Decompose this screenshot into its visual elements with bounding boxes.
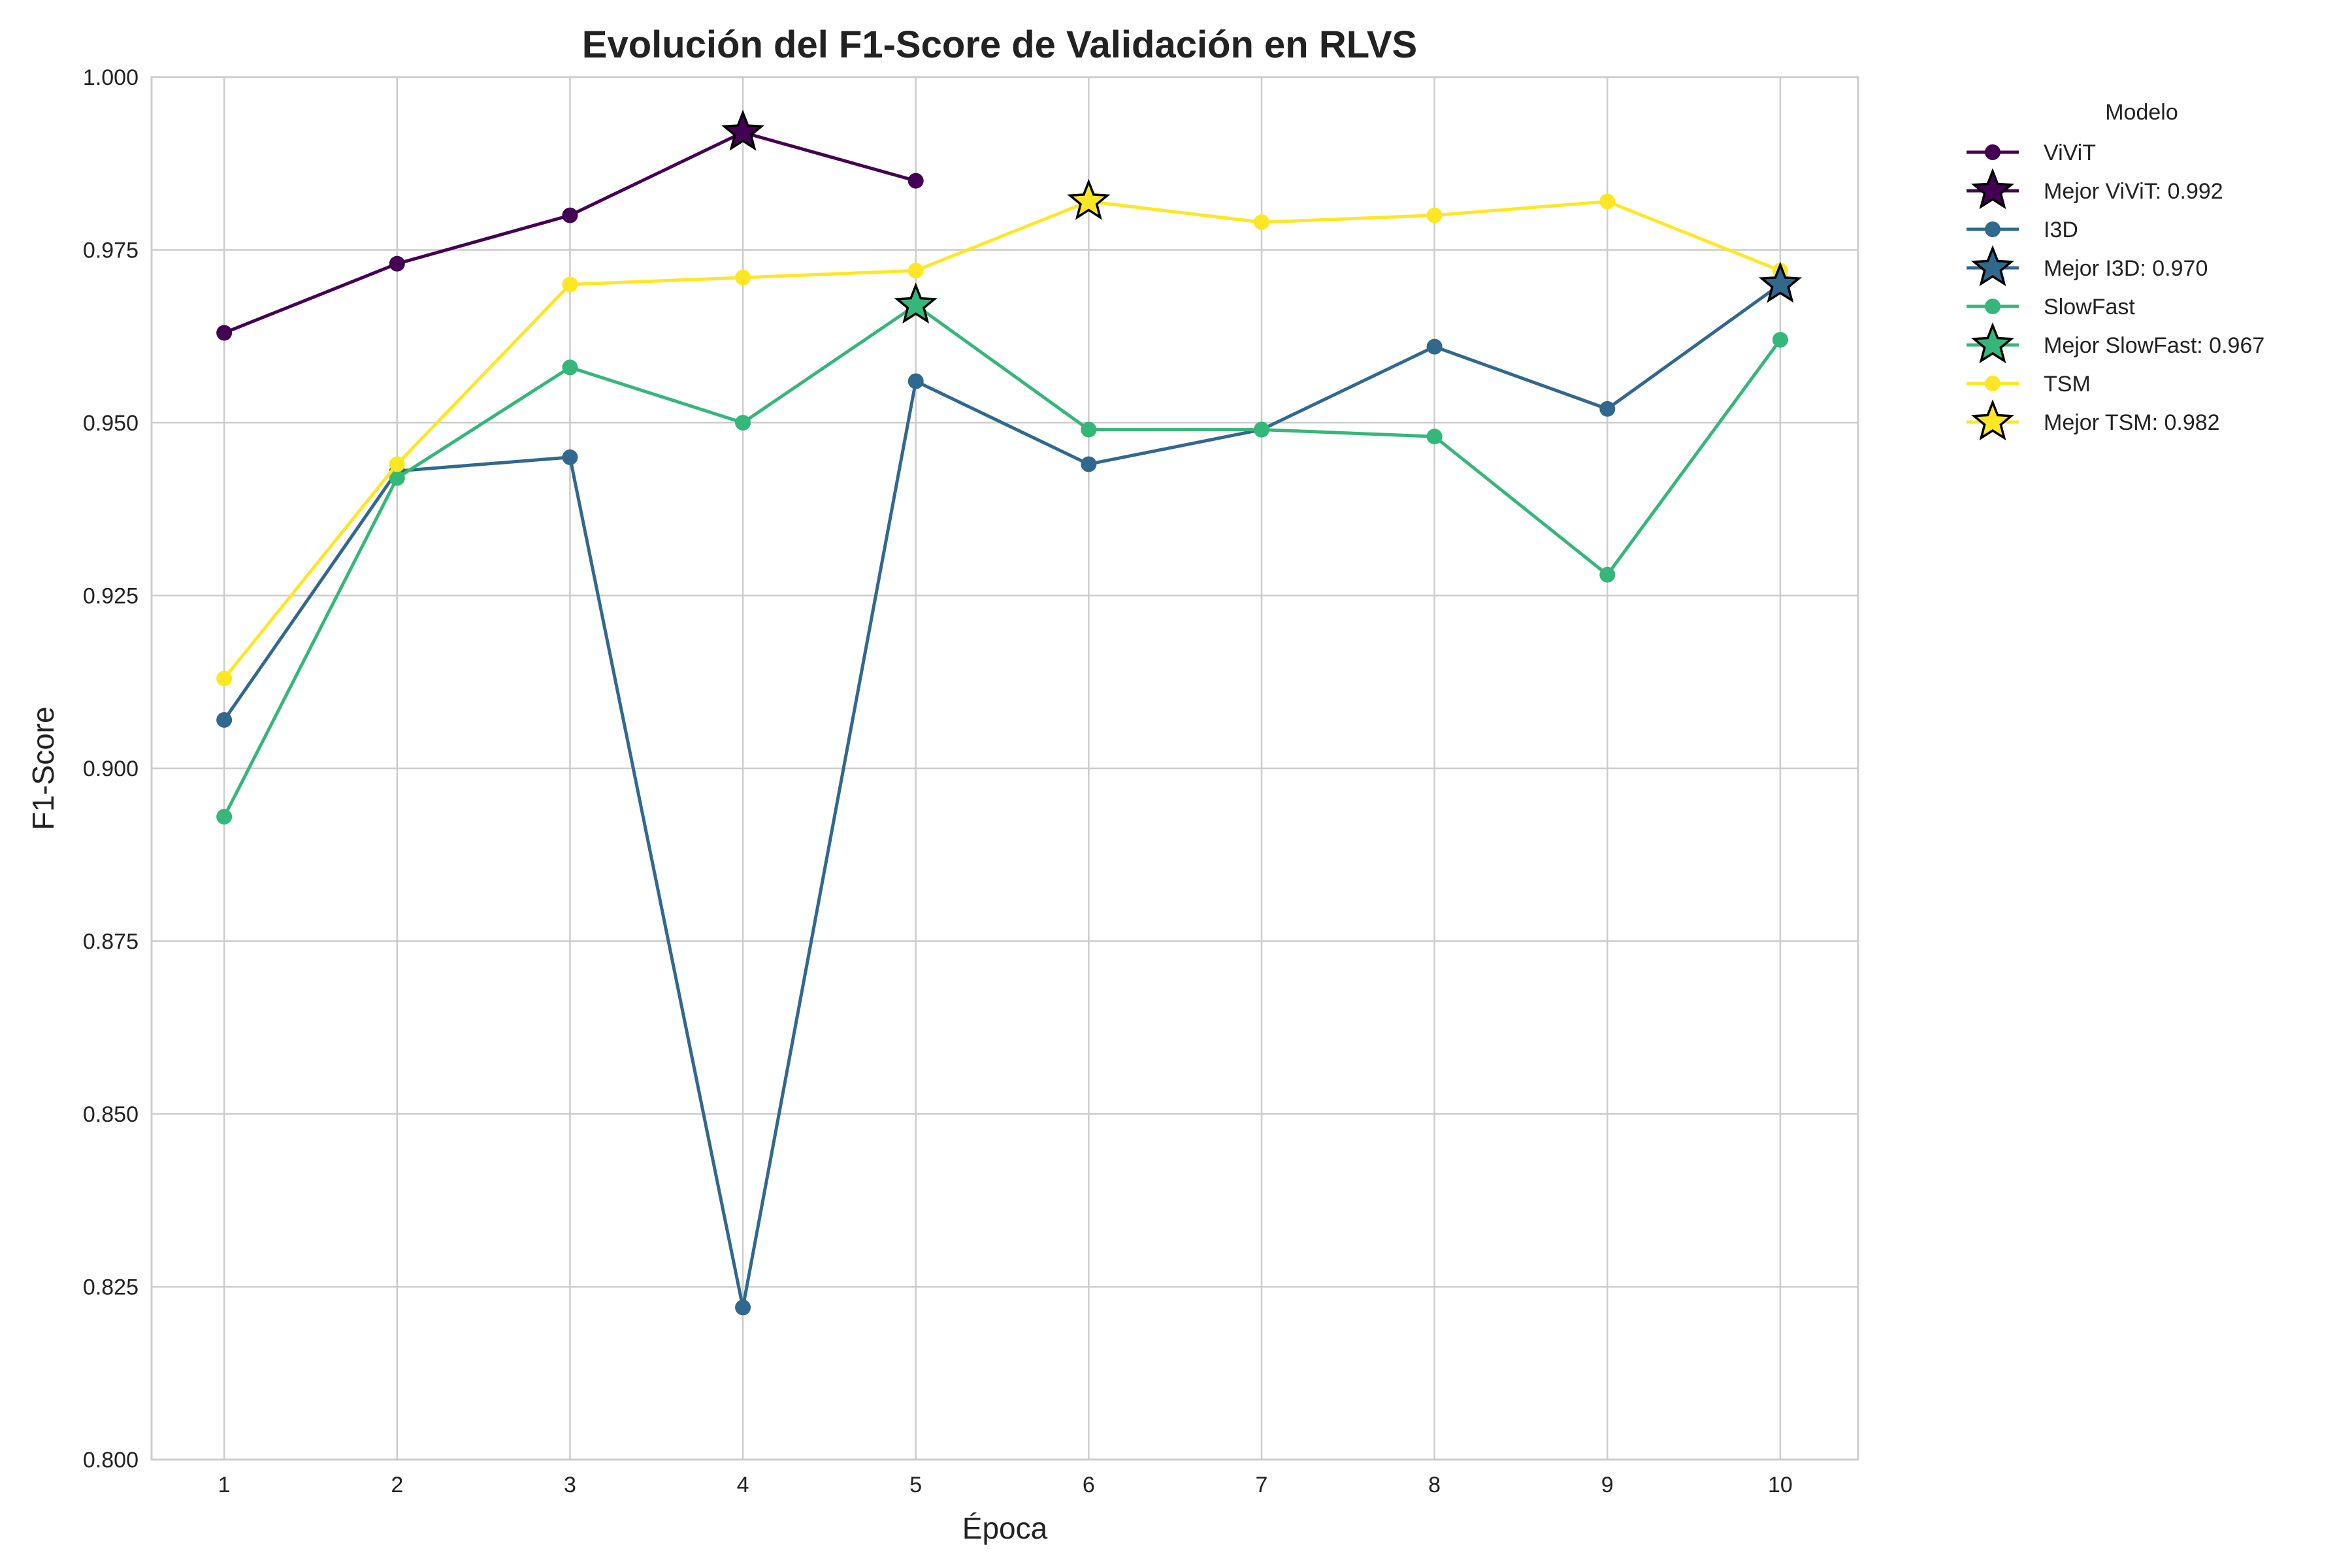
legend-title: Modelo: [2105, 100, 2178, 125]
data-point: [216, 670, 233, 687]
data-point: [389, 470, 405, 486]
legend-marker: [1985, 376, 2001, 391]
data-point: [1081, 456, 1097, 472]
data-point: [1599, 566, 1616, 583]
x-tick-label: 1: [218, 1473, 231, 1497]
legend-label: Mejor ViViT: 0.992: [2044, 179, 2223, 204]
legend-label: I3D: [2044, 218, 2078, 242]
y-tick-label: 0.800: [83, 1448, 139, 1473]
series: [216, 109, 1802, 1316]
data-point: [562, 276, 578, 293]
data-point: [389, 456, 405, 472]
data-point: [562, 449, 578, 465]
data-point: [735, 1299, 751, 1316]
legend-label: SlowFast: [2044, 295, 2135, 319]
data-point: [1253, 421, 1269, 438]
series-vivit: [216, 124, 924, 341]
series-tsm: [216, 193, 1788, 687]
legend-star: [1970, 399, 2015, 441]
x-tick-label: 7: [1256, 1473, 1268, 1497]
data-point: [735, 269, 751, 286]
data-point: [1599, 400, 1616, 417]
data-point: [1081, 421, 1097, 438]
legend-label: Mejor I3D: 0.970: [2044, 256, 2208, 281]
best-marker-star: [894, 282, 938, 324]
grid: [152, 76, 1858, 1461]
legend-star: [1970, 322, 2015, 364]
legend-marker: [1985, 144, 2001, 160]
legend-star: [1970, 168, 2015, 210]
series-line: [223, 199, 1781, 680]
data-point: [1426, 429, 1443, 445]
y-tick-label: 0.900: [83, 757, 139, 781]
series-slowfast: [216, 297, 1788, 825]
x-tick-label: 2: [391, 1473, 403, 1497]
legend-label: Mejor SlowFast: 0.967: [2044, 333, 2264, 358]
legend-star: [1970, 245, 2015, 287]
y-tick-label: 0.950: [83, 411, 139, 436]
best-marker-star: [1067, 178, 1111, 220]
x-tick-label: 6: [1083, 1473, 1095, 1497]
legend-label: ViViT: [2044, 140, 2096, 165]
y-tick-label: 0.875: [83, 930, 139, 955]
data-point: [562, 359, 578, 376]
series-line: [222, 303, 1782, 818]
axis-ticks: 1 2 3 4 5 6 7 8 9 10 0.800 0.825 0.850 0.875 0.900 0.92…: [83, 65, 1793, 1497]
x-tick-label: 10: [1768, 1473, 1793, 1497]
data-point: [1599, 193, 1616, 210]
x-tick-label: 8: [1428, 1473, 1441, 1497]
y-tick-label: 0.825: [83, 1275, 139, 1300]
data-point: [389, 255, 405, 272]
data-point: [907, 373, 924, 389]
x-tick-label: 9: [1601, 1473, 1614, 1497]
plot-frame: [150, 76, 1859, 1461]
series-i3d: [216, 276, 1788, 1316]
x-axis-label: Época: [962, 1511, 1048, 1545]
legend-marker: [1985, 221, 2001, 237]
data-point: [216, 325, 233, 341]
x-tick-label: 4: [737, 1473, 749, 1497]
y-tick-label: 0.925: [83, 584, 139, 609]
legend: Modelo ViViT Mejor ViViT: 0.992 I3D Mejor I…: [1967, 100, 2264, 441]
y-tick-label: 1.000: [83, 65, 139, 90]
chart-title: Evolución del F1-Score de Validación en …: [582, 24, 1417, 66]
data-point: [562, 207, 578, 223]
legend-marker: [1985, 299, 2001, 314]
best-marker-star: [1758, 261, 1802, 303]
series-line: [223, 283, 1782, 1309]
data-point: [907, 172, 924, 189]
data-point: [1253, 214, 1269, 231]
data-point: [1772, 332, 1788, 348]
y-tick-label: 0.975: [83, 238, 139, 263]
data-point: [735, 415, 751, 431]
x-tick-label: 5: [909, 1473, 922, 1497]
legend-label: TSM: [2044, 372, 2091, 397]
data-point: [1426, 207, 1443, 223]
best-marker-star: [721, 109, 765, 151]
legend-label: Mejor TSM: 0.982: [2044, 410, 2220, 435]
data-point: [216, 711, 233, 728]
data-point: [1426, 338, 1443, 355]
data-point: [907, 263, 924, 279]
y-tick-label: 0.850: [83, 1102, 139, 1127]
data-point: [216, 809, 233, 825]
y-axis-label: F1-Score: [26, 706, 60, 830]
x-tick-label: 3: [564, 1473, 576, 1497]
